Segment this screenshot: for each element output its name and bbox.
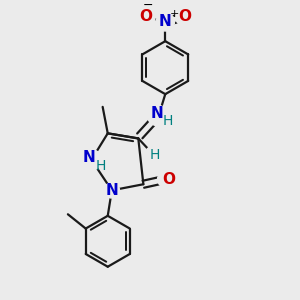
Circle shape — [104, 183, 119, 198]
Circle shape — [156, 13, 174, 31]
Circle shape — [148, 105, 168, 126]
Text: O: O — [178, 9, 191, 24]
Circle shape — [81, 150, 102, 170]
Text: N: N — [150, 106, 163, 122]
Circle shape — [158, 170, 175, 188]
Text: N: N — [105, 183, 118, 198]
Text: +: + — [170, 9, 179, 19]
Text: O: O — [162, 172, 175, 187]
Text: H: H — [150, 148, 160, 162]
Text: N: N — [159, 14, 172, 29]
Text: H: H — [163, 114, 173, 128]
Circle shape — [146, 147, 160, 161]
Text: O: O — [140, 9, 152, 24]
Circle shape — [176, 8, 194, 26]
Text: N: N — [82, 150, 95, 165]
Text: −: − — [143, 0, 153, 12]
Text: H: H — [95, 159, 106, 173]
Circle shape — [137, 8, 155, 26]
